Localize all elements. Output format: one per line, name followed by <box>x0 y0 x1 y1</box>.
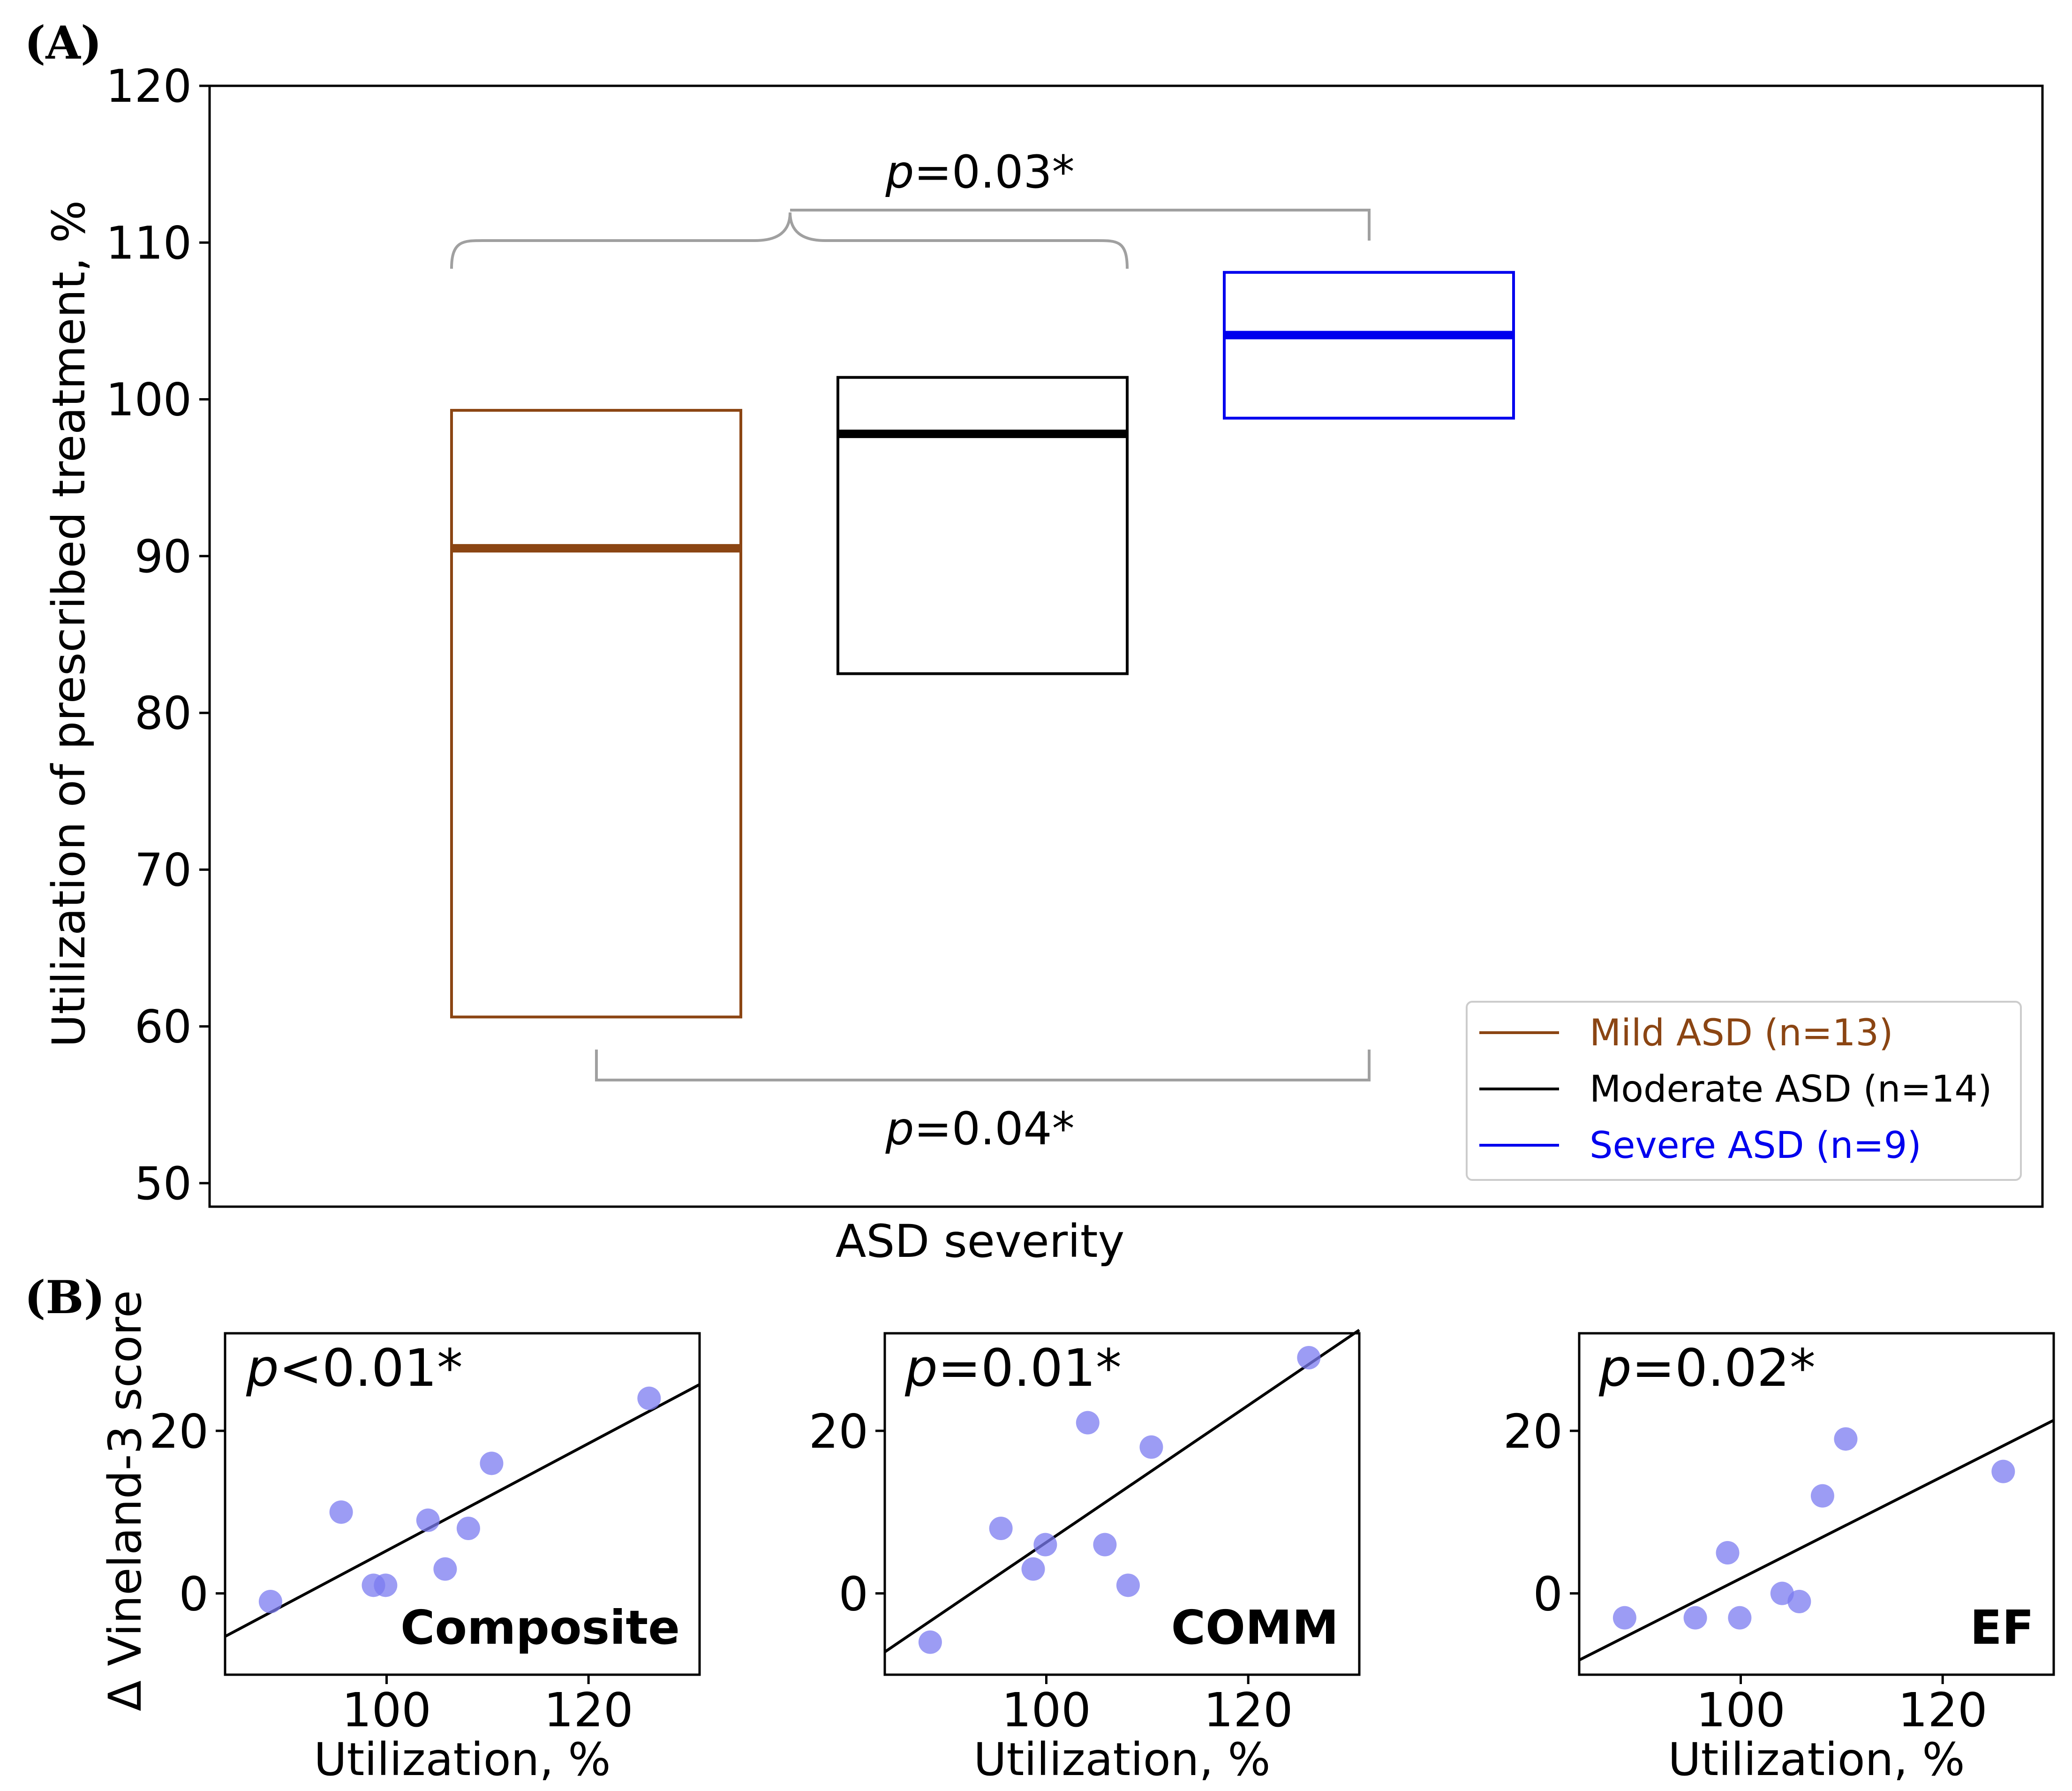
x-tick-label: 120 <box>544 1683 633 1738</box>
x-tick-label: 120 <box>1204 1683 1293 1738</box>
legend-label-moderate: Moderate ASD (n=14) <box>1590 1068 1992 1111</box>
panel-b-subplot-comm: p=0.01* COMM Utilization, % 20 0 100 120 <box>809 1329 1361 1786</box>
y-tick-label: 80 <box>135 687 192 740</box>
subplot-label-ef: EF <box>1970 1600 2034 1655</box>
x-tick-label: 120 <box>1898 1683 1988 1738</box>
significance-bracket-bottom <box>595 1050 1371 1081</box>
scatter-point <box>1033 1533 1057 1557</box>
legend-label-severe: Severe ASD (n=9) <box>1590 1125 1921 1167</box>
scatter-point <box>1810 1484 1834 1508</box>
y-tick-label: 60 <box>135 1001 192 1053</box>
y-tick-label: 110 <box>106 217 192 269</box>
subplot-p-value: p=0.02* <box>1598 1338 1816 1398</box>
p-value-text: =0.01* <box>938 1338 1122 1398</box>
scatter-point <box>1076 1411 1100 1435</box>
scatter-point <box>374 1573 398 1597</box>
scatter-point <box>637 1386 661 1410</box>
subplot-x-axis-title: Utilization, % <box>314 1733 610 1786</box>
y-tick-label: 70 <box>135 844 192 896</box>
p-value-text: =0.02* <box>1632 1338 1816 1398</box>
panel-a-y-ticks: 120 110 100 90 80 70 60 50 <box>106 60 210 1210</box>
scatter-point <box>1093 1533 1117 1557</box>
scatter-point <box>480 1451 504 1475</box>
box-mild <box>450 408 742 1019</box>
p-symbol: p <box>885 146 914 198</box>
scatter-point <box>329 1500 353 1524</box>
p-symbol: p <box>246 1338 279 1398</box>
y-tick-label: 120 <box>106 60 192 113</box>
p-symbol: p <box>885 1103 914 1155</box>
y-tick-label: 20 <box>149 1404 209 1459</box>
significance-bracket-top <box>790 209 1371 241</box>
scatter-point <box>1612 1606 1636 1630</box>
scatter-point <box>416 1508 440 1532</box>
x-tick-label: 100 <box>342 1683 431 1738</box>
panel-b-label: (B) <box>24 1271 105 1324</box>
panel-a-boxes <box>450 271 1515 1019</box>
subplot-frame <box>224 1332 701 1676</box>
scatter-point <box>456 1517 480 1540</box>
panel-a-brackets <box>450 209 1371 1081</box>
p-symbol: p <box>904 1338 938 1398</box>
scatter-point <box>258 1590 282 1613</box>
scatter-point <box>1834 1427 1858 1451</box>
legend-label-mild: Mild ASD (n=13) <box>1590 1012 1893 1054</box>
y-tick-label: 20 <box>1503 1404 1563 1459</box>
scatter-point <box>1297 1346 1321 1369</box>
subplot-p-value: p=0.01* <box>904 1338 1122 1398</box>
legend-frame <box>1466 1001 2022 1181</box>
subplot-label-comm: COMM <box>1171 1600 1339 1655</box>
panel-b-subplot-composite: p<0.01* Composite Utilization, % 20 0 100 1… <box>149 1332 701 1786</box>
scatter-point <box>1716 1541 1740 1564</box>
scatter-point <box>1021 1557 1045 1581</box>
subplot-p-value: p<0.01* <box>246 1338 463 1398</box>
panel-b-subplot-ef: p=0.02* EF Utilization, % 20 0 100 120 <box>1503 1332 2055 1786</box>
panel-b-y-axis-title: Δ Vineland-3 score <box>99 1290 151 1711</box>
p-value-bottom: p=0.04* <box>885 1103 1074 1155</box>
p-value-text: <0.01* <box>279 1338 463 1398</box>
panel-a-y-axis-title: Utilization of prescribed treatment, % <box>43 200 95 1047</box>
scatter-point <box>1991 1459 2015 1483</box>
subplot-frame <box>1578 1332 2055 1676</box>
panel-a-plot-frame <box>208 84 2044 1208</box>
subplot-frame <box>883 1332 1361 1676</box>
p-value-text: =0.03* <box>914 146 1074 198</box>
panel-a-label: (A) <box>24 16 102 69</box>
y-tick-label: 20 <box>809 1404 868 1459</box>
x-tick-label: 100 <box>1696 1683 1786 1738</box>
box-severe <box>1223 271 1515 420</box>
subplot-x-axis-title: Utilization, % <box>973 1733 1270 1786</box>
regression-line <box>884 1329 1360 1653</box>
scatter-point <box>918 1630 942 1654</box>
significance-brace-top <box>450 212 1129 269</box>
y-tick-label: 90 <box>135 530 192 583</box>
y-tick-label: 0 <box>1533 1567 1563 1622</box>
y-tick-label: 0 <box>179 1567 209 1622</box>
scatter-point <box>1139 1435 1163 1459</box>
scatter-point <box>1787 1590 1811 1613</box>
p-value-text: =0.04* <box>914 1103 1074 1155</box>
p-symbol: p <box>1598 1338 1632 1398</box>
scatter-point <box>1728 1606 1752 1630</box>
regression-line <box>224 1383 701 1638</box>
subplot-label-composite: Composite <box>400 1600 680 1655</box>
y-tick-label: 0 <box>838 1567 868 1622</box>
subplot-x-axis-title: Utilization, % <box>1668 1733 1965 1786</box>
legend: Mild ASD (n=13) Moderate ASD (n=14) Seve… <box>1466 1001 2022 1181</box>
panel-a-x-axis-title: ASD severity <box>836 1215 1125 1268</box>
regression-line <box>1578 1419 2055 1662</box>
y-tick-label: 100 <box>106 374 192 426</box>
scatter-point <box>989 1517 1013 1540</box>
box-moderate <box>836 376 1129 675</box>
y-tick-label: 50 <box>135 1157 192 1210</box>
p-value-top: p=0.03* <box>885 146 1074 198</box>
scatter-point <box>433 1557 457 1581</box>
x-tick-label: 100 <box>1002 1683 1091 1738</box>
scatter-point <box>1116 1573 1140 1597</box>
scatter-point <box>1683 1606 1707 1630</box>
